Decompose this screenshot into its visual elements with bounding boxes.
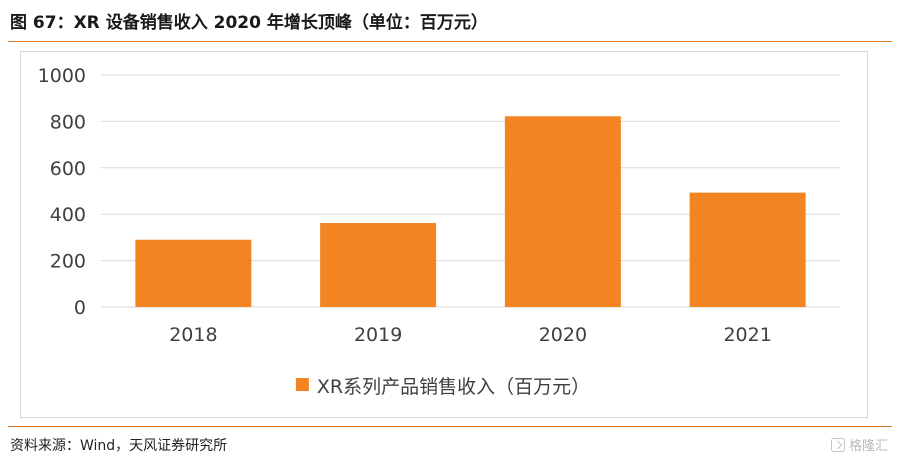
y-tick-label: 600 (50, 158, 86, 180)
legend-swatch (295, 378, 309, 391)
title-divider (8, 41, 892, 42)
x-tick-label: 2018 (169, 324, 217, 346)
y-tick-label: 200 (50, 251, 86, 273)
watermark: 格隆汇 (830, 435, 888, 454)
y-tick-label: 400 (50, 204, 86, 226)
y-tick-label: 1000 (38, 65, 86, 87)
bar-2019 (320, 223, 437, 307)
y-tick-label: 800 (50, 111, 86, 133)
bar-2020 (504, 116, 621, 308)
x-tick-label: 2020 (539, 324, 587, 346)
bar-2021 (689, 192, 806, 307)
y-tick-label: 0 (74, 297, 86, 319)
source-note: 资料来源：Wind，天风证券研究所 (10, 438, 228, 454)
watermark-text: 格隆汇 (848, 439, 888, 454)
legend-label: XR系列产品销售收入（百万元） (317, 376, 590, 398)
figure-title: 图 67：XR 设备销售收入 2020 年增长顶峰（单位：百万元） (10, 13, 488, 33)
x-tick-label: 2021 (723, 324, 771, 346)
watermark-logo-icon (830, 437, 845, 452)
bar-2018 (135, 239, 252, 307)
source-divider (8, 426, 892, 427)
x-tick-label: 2019 (354, 324, 402, 346)
